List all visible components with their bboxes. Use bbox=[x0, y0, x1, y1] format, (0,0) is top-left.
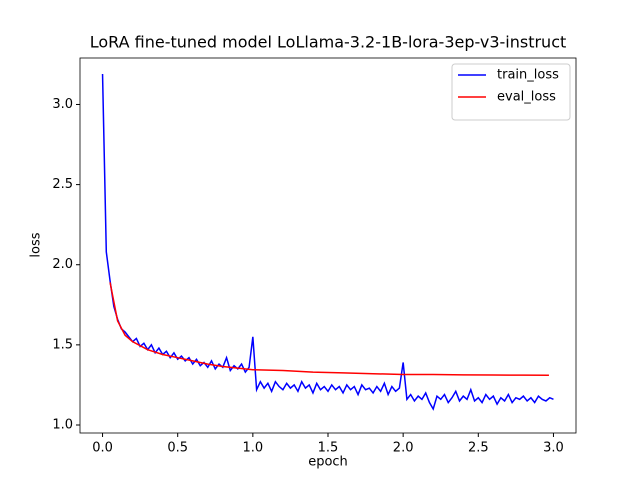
series-line bbox=[101, 74, 554, 411]
chart-title: LoRA fine-tuned model LoLlama-3.2-1B-lor… bbox=[90, 33, 567, 52]
y-tick-label: 2.5 bbox=[52, 177, 73, 192]
legend-label: train_loss bbox=[497, 68, 559, 83]
x-tick-label: 3.0 bbox=[543, 441, 564, 456]
y-tick-label: 1.0 bbox=[52, 417, 73, 432]
series-line bbox=[109, 282, 549, 377]
x-tick-label: 0.5 bbox=[167, 441, 188, 456]
y-tick-label: 1.5 bbox=[52, 337, 73, 352]
x-tick-label: 1.0 bbox=[243, 441, 264, 456]
x-tick-label: 2.5 bbox=[468, 441, 489, 456]
x-tick-label: 2.0 bbox=[393, 441, 414, 456]
y-tick-label: 3.0 bbox=[52, 97, 73, 112]
legend-label: eval_loss bbox=[497, 90, 556, 105]
y-tick-label: 2.0 bbox=[52, 257, 73, 272]
x-tick-label: 1.5 bbox=[318, 441, 339, 456]
x-tick-label: 0.0 bbox=[92, 441, 113, 456]
x-axis-label: epoch bbox=[308, 455, 348, 470]
y-axis-label: loss bbox=[29, 232, 44, 257]
legend-box bbox=[451, 63, 571, 121]
axes-frame bbox=[79, 57, 577, 434]
